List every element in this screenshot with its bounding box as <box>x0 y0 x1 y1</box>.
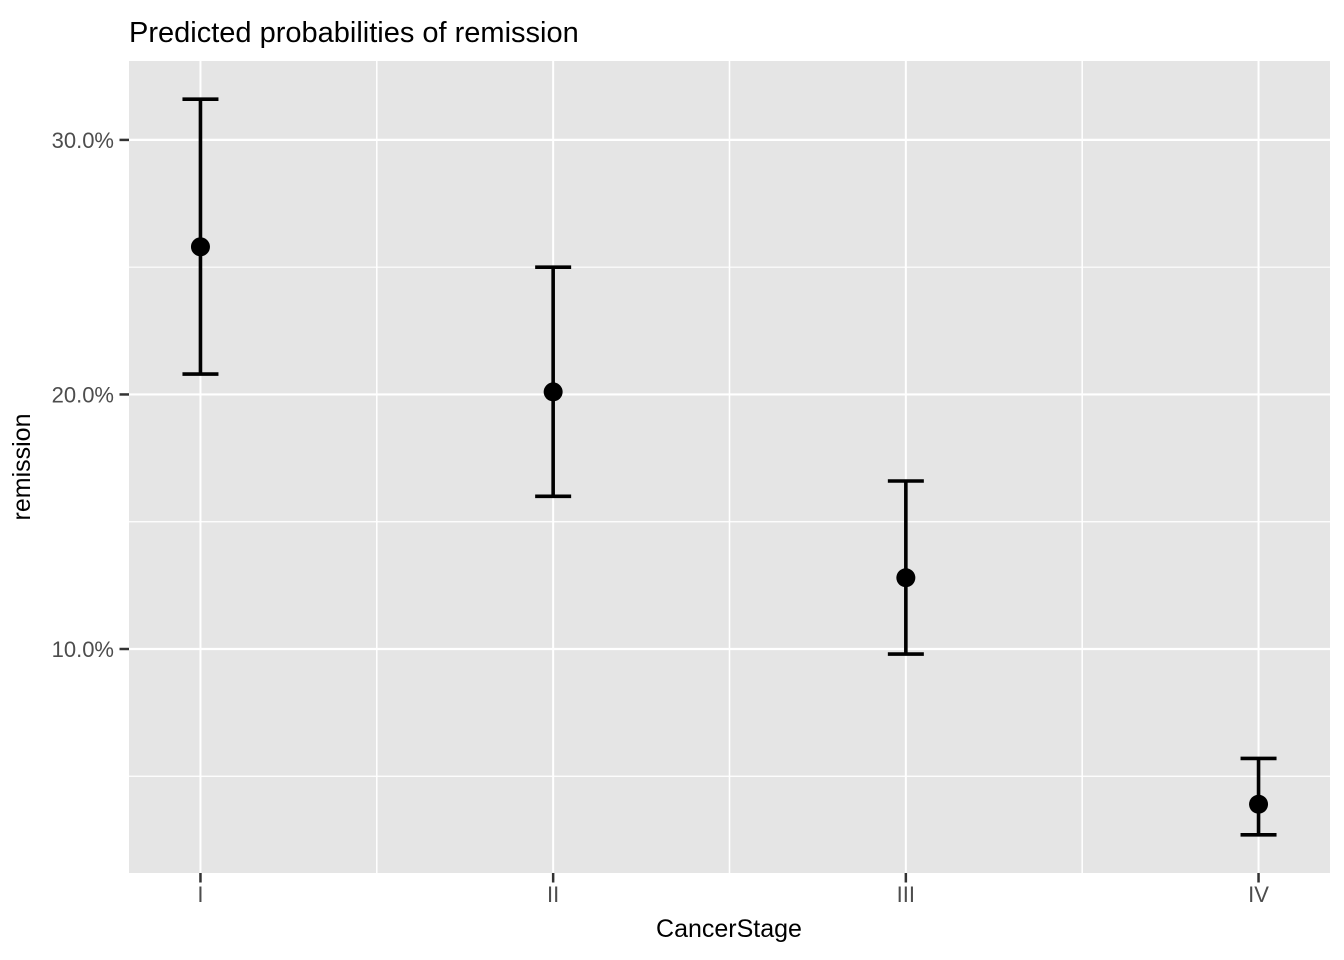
axis-tick-marks <box>119 138 1260 883</box>
y-tick-label: 10.0% <box>52 637 114 662</box>
y-tick-label: 30.0% <box>52 128 114 153</box>
y-tick-label: 20.0% <box>52 382 114 407</box>
point-estimate-stage-II <box>543 382 563 402</box>
x-tick-label: IV <box>1248 882 1269 907</box>
point-estimate-stage-III <box>896 568 916 588</box>
gridlines-minor <box>129 61 1330 873</box>
x-axis-title: CancerStage <box>656 915 802 943</box>
point-estimate-stage-I <box>190 237 210 257</box>
y-axis-tick-labels: 10.0% 20.0% 30.0% <box>52 128 114 662</box>
point-estimate-stage-IV <box>1249 794 1269 814</box>
x-tick-label: I <box>197 882 203 907</box>
chart-title: Predicted probabilities of remission <box>129 17 579 49</box>
pointrange-marks <box>182 97 1277 837</box>
x-axis-tick-labels: I II III IV <box>197 882 1269 907</box>
x-tick-label: II <box>547 882 559 907</box>
y-axis-title: remission <box>8 414 36 521</box>
x-tick-label: III <box>897 882 915 907</box>
